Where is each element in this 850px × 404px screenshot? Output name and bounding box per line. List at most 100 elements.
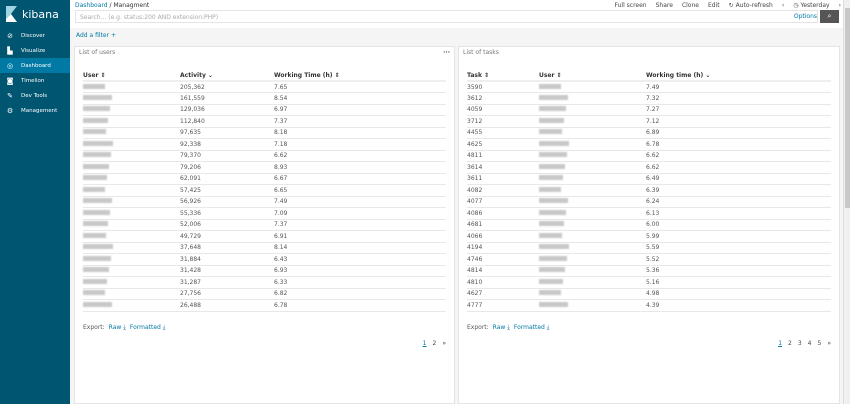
cell: 3712 [467, 115, 539, 128]
fullscreen-button[interactable]: Full screen [614, 2, 647, 9]
table-row: 205,362 7.65 [83, 81, 446, 93]
cell: 6.78 [274, 299, 394, 312]
panel-menu-icon[interactable]: ··· [443, 49, 450, 56]
page-link[interactable]: 3 [797, 340, 802, 347]
page-scrollbar[interactable] [843, 0, 850, 404]
user-cell [539, 104, 646, 116]
sidebar-item-dashboard[interactable]: ◎ Dashboard [0, 58, 70, 73]
cell: 6.13 [646, 207, 766, 220]
page-link[interactable]: 1 [778, 340, 783, 347]
redacted-user [83, 83, 105, 89]
auto-refresh-button[interactable]: ↻ Auto-refresh [728, 2, 773, 9]
cell: 3590 [467, 81, 539, 93]
cell: 6.43 [274, 253, 394, 266]
export-formatted-link[interactable]: Formatted ⤓ [129, 324, 166, 331]
column-header[interactable]: Working Time (h) ⇕ [274, 70, 394, 82]
share-button[interactable]: Share [655, 2, 673, 9]
table-row: 129,036 6.97 [83, 104, 446, 116]
breadcrumb-dashboard[interactable]: Dashboard [75, 2, 108, 9]
table-row: 3590 7.49 [467, 81, 831, 93]
sidebar-item-timelion[interactable]: ◙ Timelion [6, 76, 45, 85]
page-link[interactable]: 5 [817, 340, 822, 347]
cell: 4746 [467, 253, 539, 266]
time-picker-button[interactable]: ◷ Yesterday [793, 2, 830, 9]
add-filter-button[interactable]: Add a filter + [76, 32, 116, 39]
page-link[interactable]: » [442, 340, 446, 347]
cell: 79,370 [180, 150, 274, 162]
kibana-logo[interactable]: kibana [0, 0, 70, 28]
redacted-user [83, 290, 105, 296]
user-cell [83, 242, 180, 254]
page-link[interactable]: » [827, 340, 831, 347]
cell: 26,488 [180, 299, 274, 312]
pagination: 1 2 » [423, 340, 446, 347]
column-header[interactable]: Task ⇕ [467, 70, 539, 82]
time-next-button[interactable]: › [838, 2, 841, 9]
user-cell [539, 127, 646, 139]
search-button[interactable]: ⌕ [820, 10, 839, 23]
scrollbar-thumb[interactable] [845, 8, 850, 208]
cell: 4777 [467, 299, 539, 312]
redacted-user [539, 129, 562, 135]
cell: 8.93 [274, 161, 394, 174]
table-row: 4777 4.39 [467, 299, 831, 312]
redacted-user [539, 221, 564, 227]
cell: 6.62 [646, 150, 766, 162]
redacted-user [83, 140, 113, 146]
column-header[interactable]: Working time (h) ⌄ [646, 70, 766, 82]
export-raw-link[interactable]: Raw ⤓ [492, 324, 510, 331]
time-prev-button[interactable]: ‹ [781, 2, 785, 9]
sidebar-item-dev-tools[interactable]: ✎ Dev Tools [7, 91, 48, 100]
search-input[interactable]: Search... (e.g. status:200 AND extension… [75, 10, 818, 23]
table-row: 27,756 6.82 [83, 288, 446, 300]
table-row: 55,336 7.09 [83, 207, 446, 220]
user-cell [539, 219, 646, 231]
redacted-user [83, 267, 109, 273]
cell: 31,287 [180, 276, 274, 289]
table-row: 4625 6.78 [467, 138, 831, 151]
table-row: 37,648 8.14 [83, 242, 446, 254]
cell: 92,338 [180, 138, 274, 151]
user-cell [83, 92, 180, 105]
page-link[interactable]: 1 [422, 340, 427, 347]
user-cell [539, 196, 646, 208]
breadcrumb: Dashboard / Managment [75, 2, 150, 9]
user-cell [539, 173, 646, 185]
redacted-user [539, 186, 561, 192]
sidebar-item-visualize[interactable]: ▙ Visualize [7, 46, 46, 55]
export-raw-link[interactable]: Raw ⤓ [108, 324, 126, 331]
column-header[interactable]: User ⇕ [83, 70, 180, 82]
column-header[interactable]: User ⇕ [539, 70, 646, 82]
cell: 4627 [467, 288, 539, 300]
export-links: Export: Raw ⤓ Formatted ⤓ [83, 324, 166, 331]
redacted-user [83, 232, 106, 238]
cell: 62,091 [180, 173, 274, 185]
table-row: 4455 6.89 [467, 127, 831, 139]
cell: 31,884 [180, 253, 274, 266]
user-cell [83, 104, 180, 116]
redacted-user [539, 232, 562, 238]
cell: 7.09 [274, 207, 394, 220]
pagination: 1 2 3 4 5 » [778, 340, 831, 347]
user-cell [83, 161, 180, 174]
export-formatted-link[interactable]: Formatted ⤓ [513, 324, 550, 331]
redacted-user [83, 221, 108, 227]
user-cell [83, 299, 180, 312]
cell: 6.62 [274, 150, 394, 162]
cell: 7.18 [274, 138, 394, 151]
clone-button[interactable]: Clone [681, 2, 699, 9]
page-link[interactable]: 4 [807, 340, 812, 347]
cell: 112,840 [180, 115, 274, 128]
options-link[interactable]: Options [793, 13, 817, 20]
column-header[interactable]: Activity ⌄ [180, 70, 274, 82]
page-link[interactable]: 2 [788, 340, 792, 347]
sidebar-item-discover[interactable]: ⊘ Discover [7, 31, 45, 40]
user-cell [83, 288, 180, 300]
sidebar-item-management[interactable]: ⚙ Management [6, 106, 58, 115]
cell: 7.65 [274, 81, 394, 93]
cell: 31,428 [180, 265, 274, 277]
user-cell [539, 265, 646, 277]
edit-button[interactable]: Edit [707, 2, 720, 9]
compass-icon: ⊘ [7, 31, 13, 40]
page-link[interactable]: 2 [432, 340, 437, 347]
